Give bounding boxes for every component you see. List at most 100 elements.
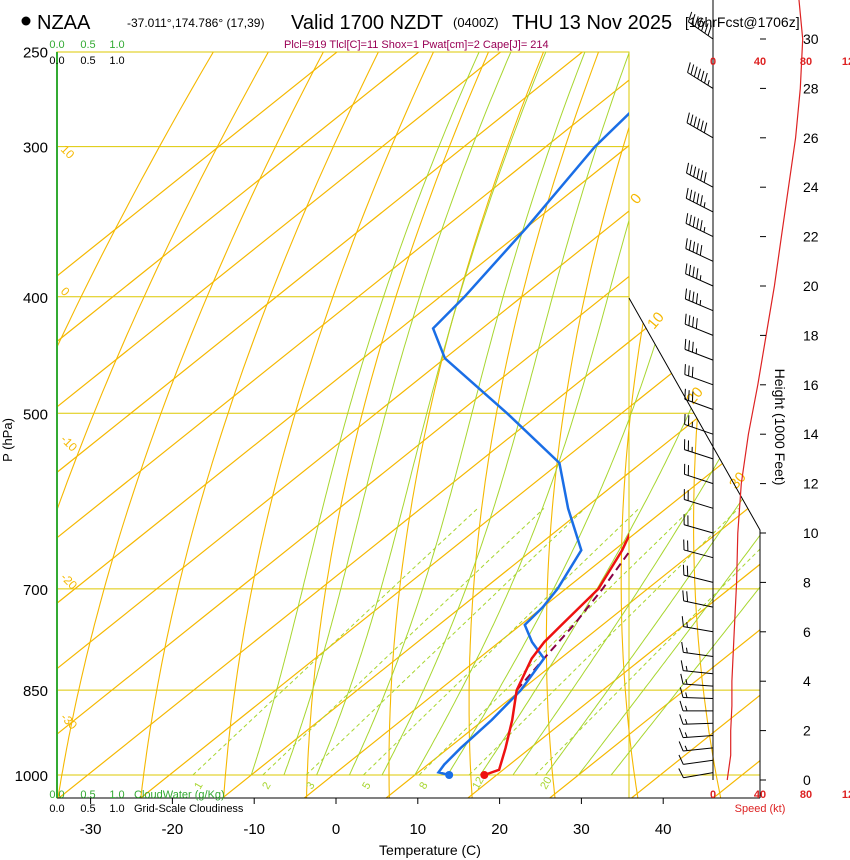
- wind-barb-feather: [693, 116, 697, 127]
- wind-barb-feather: [695, 293, 699, 304]
- mixing-ratio-label: 5: [360, 780, 373, 791]
- wind-barb-feather: [692, 216, 696, 228]
- speed-tick: 80: [800, 56, 812, 68]
- dry-adiabat-label: 10: [58, 142, 78, 162]
- wind-barb-staff: [683, 722, 714, 725]
- wind-barb-feather: [684, 338, 687, 350]
- speed-bottom-ticks: 0 40 80 12: [710, 789, 850, 801]
- wind-barb-half-feather: [685, 692, 688, 698]
- speed-tick: 12: [842, 56, 850, 68]
- isotherm-line: [57, 52, 760, 798]
- x-tick-label: 20: [491, 821, 508, 838]
- cloudiness-tick: 0.5: [80, 803, 95, 815]
- wind-barb-feather: [685, 213, 689, 224]
- wind-barb: [681, 641, 714, 657]
- height-tick-label: 0: [803, 772, 811, 788]
- wind-barb-staff: [683, 735, 714, 739]
- pressure-tick-label: 250: [23, 45, 48, 62]
- wind-barb-staff: [686, 122, 714, 139]
- wind-barb-staff: [684, 398, 714, 410]
- cloudiness-tick: 0.0: [49, 55, 64, 67]
- speed-tick: 12: [842, 789, 850, 801]
- mixing-ratio-line: [534, 508, 760, 776]
- wind-barb: [682, 590, 714, 608]
- parcel-trace: [515, 550, 629, 691]
- wind-barb: [678, 727, 714, 739]
- wind-barb-feather: [693, 166, 697, 177]
- wind-barb: [684, 338, 714, 361]
- pressure-tick-label: 300: [23, 140, 48, 157]
- cloudiness-tick: 0.0: [49, 803, 64, 815]
- wind-barb: [678, 768, 714, 779]
- isotherm-line: [57, 52, 610, 798]
- dry-adiabat-line: [388, 52, 554, 798]
- station-marker-icon: [21, 16, 31, 26]
- wind-barb-half-feather: [699, 275, 702, 281]
- wind-barb: [685, 187, 714, 213]
- y-axis-label: P (hPa): [0, 418, 15, 462]
- wind-barb-feather: [688, 239, 692, 251]
- speed-tick: 40: [754, 789, 766, 801]
- wind-barb: [685, 263, 714, 287]
- wind-barb-staff: [683, 600, 714, 608]
- cloud-water-tick: 1.0: [109, 39, 124, 51]
- dry-adiabat-line: [139, 52, 390, 798]
- wind-barb-feather: [688, 315, 691, 326]
- wind-barb-feather: [681, 641, 684, 653]
- speed-tick: 0: [710, 789, 716, 801]
- mixing-ratio-label: 1: [192, 780, 205, 791]
- wind-barb-staff: [684, 423, 714, 435]
- wind-barb: [684, 388, 714, 410]
- isotherm-line: [546, 52, 760, 798]
- wind-barb-half-feather: [685, 647, 688, 653]
- wind-barb-feather: [680, 660, 684, 671]
- wind-barb-feather: [689, 214, 692, 226]
- cloud-water-top-ticks: 0.0 0.5 1.0: [49, 39, 124, 51]
- height-tick-label: 30: [803, 31, 819, 47]
- height-tick-label: 26: [803, 130, 819, 146]
- wind-barb-half-feather: [684, 718, 688, 725]
- wind-barb-feather: [696, 218, 700, 229]
- wind-barb: [683, 439, 714, 460]
- wind-barb-feather: [685, 263, 688, 274]
- wind-barb-staff: [684, 524, 714, 534]
- height-tick-label: 2: [803, 723, 811, 739]
- moist-adiabat-line: [545, 52, 760, 776]
- isotherm-line: [57, 52, 529, 798]
- wind-barb-half-feather: [684, 745, 688, 751]
- height-tick-label: 16: [803, 377, 819, 393]
- wind-barb-staff: [683, 574, 714, 583]
- isotherm-line: [57, 52, 760, 798]
- mixing-ratio-label: 20: [538, 775, 555, 792]
- wind-barb: [680, 673, 714, 687]
- pressure-tick-label: 700: [23, 582, 48, 599]
- dry-adiabat-line: [57, 52, 227, 798]
- wind-barb-feather: [688, 290, 691, 301]
- wind-barb: [684, 364, 714, 386]
- x-tick-label: -10: [243, 821, 265, 838]
- wind-barb-feather: [692, 291, 695, 303]
- dewpoint-trace: [431, 111, 629, 777]
- wind-barb-staff: [685, 248, 714, 262]
- mixing-ratio-line: [262, 508, 545, 776]
- wind-barb-feather: [691, 14, 696, 25]
- wind-barb-feather: [691, 391, 694, 403]
- wind-barb-feather: [703, 172, 707, 183]
- wind-barb-staff: [683, 670, 714, 675]
- wind-barb-feather: [684, 313, 687, 325]
- wind-barb-feather: [696, 168, 700, 179]
- wind-barb: [686, 162, 714, 188]
- wind-barb-staff: [683, 747, 714, 752]
- dry-adiabat-line: [222, 52, 445, 798]
- dry-adiabat-line: [305, 52, 499, 798]
- wind-barb: [685, 238, 714, 262]
- wind-barb-feather: [691, 366, 694, 378]
- forecast-info: [16hrFcst@1706z]: [685, 14, 800, 30]
- cloudiness-top-ticks: 0.0 0.5 1.0: [49, 55, 124, 67]
- pressure-tick-label: 400: [23, 290, 48, 307]
- wind-barb-staff: [686, 172, 714, 188]
- surface-dewpoint-marker: [445, 771, 454, 779]
- temperature-axis: Temperature (C) -30 -20 -10 0 10 20 30 40: [57, 797, 760, 858]
- x-tick-label: 30: [573, 821, 590, 838]
- wind-barb-feather: [694, 16, 699, 27]
